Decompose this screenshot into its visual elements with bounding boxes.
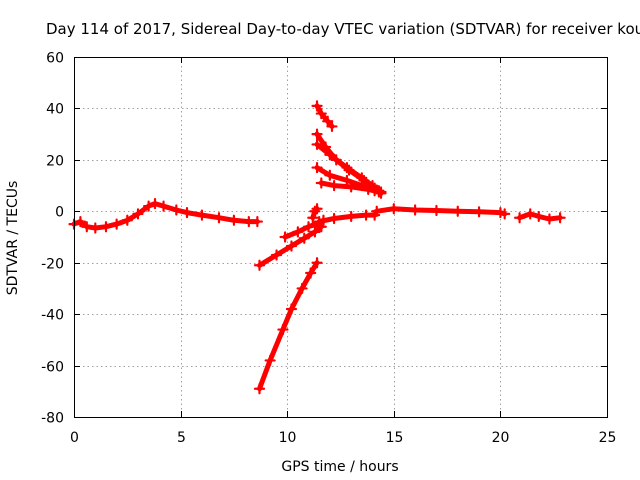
data-point <box>311 128 323 140</box>
data-point <box>315 107 327 120</box>
data-point <box>309 226 321 238</box>
y-tick-label: 40 <box>46 102 64 118</box>
data-point <box>341 161 353 174</box>
x-tick-label: 10 <box>279 430 297 446</box>
data-point <box>132 208 144 220</box>
data-point <box>285 303 298 315</box>
data-point <box>524 208 536 220</box>
data-point <box>277 323 289 336</box>
data-point <box>341 174 353 187</box>
data-point <box>554 212 566 224</box>
y-tick-label: -60 <box>41 360 64 376</box>
data-point <box>315 177 327 189</box>
data-point <box>494 206 506 219</box>
data-point <box>430 204 443 217</box>
data-point <box>100 221 112 233</box>
data-point <box>302 221 315 233</box>
x-tick-label: 0 <box>70 430 79 446</box>
data-point <box>292 226 304 238</box>
data-point <box>311 203 323 215</box>
data-point <box>285 240 298 252</box>
plot-frame <box>74 57 608 418</box>
data-point <box>345 210 357 223</box>
data-point <box>228 214 240 226</box>
data-point <box>452 205 464 217</box>
data-point <box>74 215 86 228</box>
data-point <box>388 203 400 215</box>
data-point <box>181 206 193 219</box>
data-point <box>328 212 340 225</box>
data-point <box>307 212 319 224</box>
data-point <box>373 186 385 198</box>
x-tick-label: 20 <box>492 430 510 446</box>
data-point <box>311 257 323 269</box>
data-point <box>149 197 161 210</box>
y-tick-label: 0 <box>55 205 64 221</box>
data-point <box>362 183 374 196</box>
data-point <box>170 204 182 216</box>
data-point <box>270 249 283 261</box>
data-point <box>311 161 323 174</box>
data-point <box>157 200 170 212</box>
y-tick-label: -40 <box>41 308 64 324</box>
data-point <box>324 149 336 161</box>
data-point <box>279 231 291 243</box>
data-point <box>311 138 323 151</box>
x-tick-label: 15 <box>386 430 404 446</box>
data-point <box>81 221 93 233</box>
data-point <box>322 115 334 127</box>
y-axis-label: SDTVAR / TECUs <box>5 181 21 296</box>
data-point <box>311 100 323 112</box>
data-point <box>533 210 545 223</box>
data-point <box>543 213 556 225</box>
data-point <box>213 212 225 224</box>
data-point <box>473 206 485 218</box>
data-point <box>296 282 308 295</box>
data-point <box>305 267 317 279</box>
data-point <box>253 259 266 271</box>
data-point <box>513 212 526 224</box>
y-tick-label: -80 <box>41 411 64 427</box>
y-tick-label: -20 <box>41 257 64 273</box>
y-tick-label: 20 <box>46 154 64 170</box>
x-axis-label: GPS time / hours <box>281 459 398 475</box>
data-point <box>89 222 101 234</box>
data-point <box>298 232 310 244</box>
axis-ticks: 0 5 10 15 20 25 -80 -60 -40 -20 0 20 40 60 <box>41 51 616 447</box>
data-point <box>326 120 338 133</box>
data-point <box>196 209 208 221</box>
chart-title: Day 114 of 2017, Sidereal Day-to-day VTE… <box>46 20 640 38</box>
series-main-trace <box>71 201 260 231</box>
series-steep-rise <box>257 260 320 392</box>
data-traces <box>68 100 566 395</box>
data-point <box>111 218 123 230</box>
series-steep-fall <box>314 103 335 129</box>
data-point <box>345 181 357 193</box>
data-point <box>253 383 266 395</box>
data-point <box>409 204 421 216</box>
data-point <box>324 169 336 181</box>
data-point <box>371 205 383 217</box>
x-tick-label: 5 <box>177 430 186 446</box>
x-tick-label: 25 <box>599 430 617 446</box>
data-point <box>143 200 155 212</box>
data-point <box>251 215 263 228</box>
data-point <box>328 179 340 192</box>
data-point <box>121 214 133 226</box>
data-point <box>264 354 276 367</box>
data-point <box>499 208 511 220</box>
data-point <box>313 215 325 228</box>
y-tick-label: 60 <box>46 51 64 67</box>
grid <box>74 57 607 417</box>
